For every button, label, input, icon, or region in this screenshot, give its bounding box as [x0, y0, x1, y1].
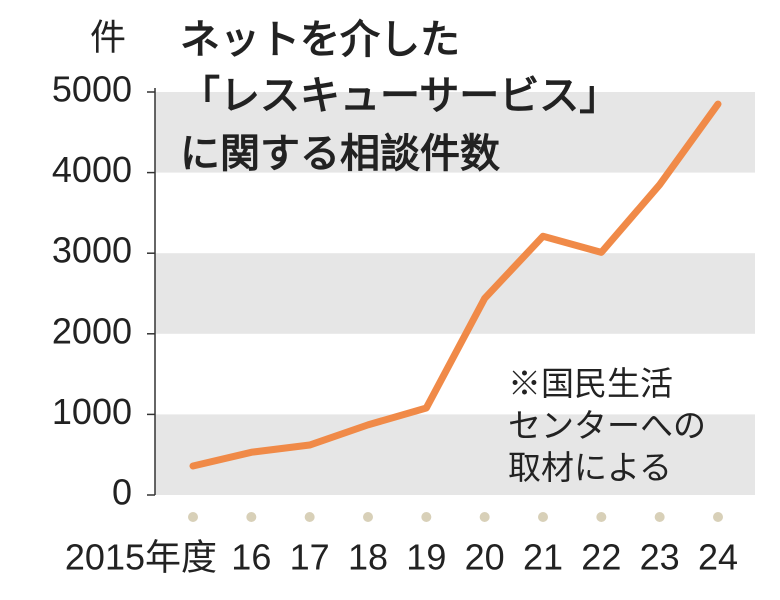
- x-tick-dot: [596, 512, 607, 522]
- x-tick-label: 17: [290, 537, 330, 578]
- x-tick-dot: [713, 512, 723, 522]
- chart-title: 「レスキューサービス」: [180, 73, 619, 119]
- band: [155, 92, 755, 173]
- bands: [155, 92, 755, 495]
- y-tick-label: 3000: [52, 230, 132, 271]
- annotation: ※国民生活: [508, 364, 673, 403]
- x-tick-dot: [538, 512, 548, 522]
- y-tick-label: 4000: [52, 149, 132, 190]
- x-tick-label: 24: [698, 537, 738, 578]
- x-tick-label: 18: [348, 537, 388, 578]
- y-tick-label: 1000: [52, 391, 132, 432]
- y-tick-label: 0: [112, 472, 132, 513]
- x-tick-dot: [188, 512, 198, 522]
- x-tick-dot: [421, 512, 432, 522]
- data-line: [189, 100, 722, 470]
- x-tick-dot: [304, 512, 315, 522]
- y-unit: 件: [90, 17, 126, 58]
- x-tick-label: 21: [523, 537, 563, 578]
- annotation: センターへの: [508, 406, 706, 445]
- x-tick-label: 22: [581, 537, 621, 578]
- y-tick-label: 5000: [52, 69, 132, 110]
- band: [155, 253, 755, 334]
- x-tick-label: 19: [406, 537, 446, 578]
- x-tick-label: 20: [465, 537, 505, 578]
- x-tick-dot: [246, 512, 257, 522]
- annotation: 取材による: [508, 448, 672, 487]
- x-tick-dot: [363, 512, 373, 522]
- chart-title: ネットを介した: [180, 17, 460, 63]
- x-tick-label: 2015年度: [65, 537, 217, 578]
- y-tick-label: 2000: [52, 310, 132, 351]
- x-tick-label: 23: [640, 537, 680, 578]
- x-tick-label: 16: [231, 537, 271, 578]
- x-tick-dot: [654, 512, 665, 522]
- chart-title: に関する相談件数: [180, 131, 500, 177]
- x-tick-dot: [479, 512, 490, 522]
